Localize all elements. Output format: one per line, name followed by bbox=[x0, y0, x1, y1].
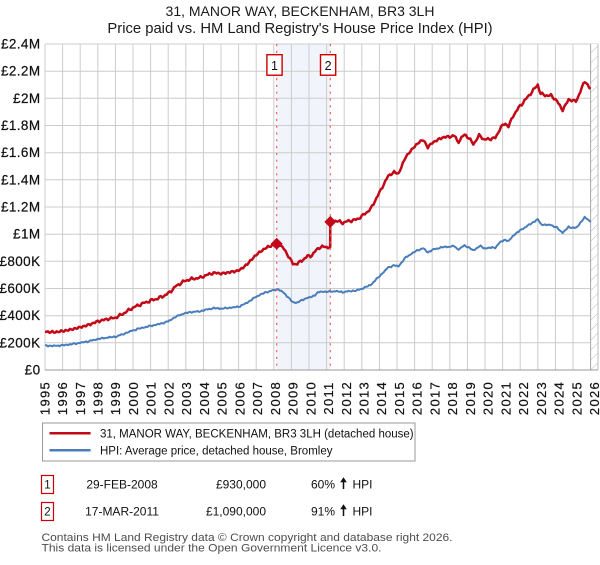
svg-text:£800K: £800K bbox=[0, 254, 41, 269]
svg-text:2017: 2017 bbox=[427, 381, 442, 415]
svg-text:1995: 1995 bbox=[37, 381, 52, 415]
svg-text:£1.6M: £1.6M bbox=[1, 145, 41, 160]
svg-text:2008: 2008 bbox=[268, 381, 283, 415]
svg-text:2001: 2001 bbox=[144, 381, 159, 415]
svg-text:HPI: HPI bbox=[353, 478, 373, 492]
svg-text:Contains HM Land Registry data: Contains HM Land Registry data © Crown c… bbox=[42, 532, 453, 544]
svg-text:£930,000: £930,000 bbox=[216, 478, 266, 492]
svg-text:2007: 2007 bbox=[250, 381, 265, 415]
svg-text:2005: 2005 bbox=[215, 381, 230, 415]
svg-text:1999: 1999 bbox=[108, 381, 123, 415]
svg-text:£2.4M: £2.4M bbox=[1, 37, 41, 52]
svg-text:2: 2 bbox=[325, 59, 332, 73]
svg-text:29-FEB-2008: 29-FEB-2008 bbox=[86, 478, 158, 492]
svg-text:2014: 2014 bbox=[374, 381, 389, 415]
svg-text:2025: 2025 bbox=[569, 381, 584, 415]
svg-text:2023: 2023 bbox=[534, 381, 549, 415]
svg-text:HPI: HPI bbox=[353, 505, 373, 519]
svg-text:£200K: £200K bbox=[0, 335, 41, 350]
svg-text:2002: 2002 bbox=[161, 381, 176, 415]
svg-text:2013: 2013 bbox=[357, 381, 372, 415]
svg-text:2003: 2003 bbox=[179, 381, 194, 415]
svg-text:2009: 2009 bbox=[286, 381, 301, 415]
svg-text:2006: 2006 bbox=[232, 381, 247, 415]
svg-text:£1.8M: £1.8M bbox=[1, 118, 41, 133]
svg-text:2011: 2011 bbox=[321, 381, 336, 414]
svg-text:This data is licensed under th: This data is licensed under the Open Gov… bbox=[42, 542, 382, 554]
svg-text:£0: £0 bbox=[25, 363, 41, 378]
svg-text:2019: 2019 bbox=[463, 381, 478, 415]
svg-text:2024: 2024 bbox=[552, 381, 567, 415]
svg-text:1: 1 bbox=[44, 480, 50, 492]
svg-text:Price paid vs. HM Land Registr: Price paid vs. HM Land Registry's House … bbox=[107, 21, 492, 37]
svg-text:2010: 2010 bbox=[303, 381, 318, 415]
svg-text:2022: 2022 bbox=[516, 381, 531, 415]
svg-text:2012: 2012 bbox=[339, 381, 354, 415]
svg-text:31, MANOR WAY, BECKENHAM, BR3: 31, MANOR WAY, BECKENHAM, BR3 3LH bbox=[166, 3, 435, 19]
svg-text:2: 2 bbox=[44, 507, 50, 519]
svg-text:2016: 2016 bbox=[410, 381, 425, 415]
svg-text:£1.4M: £1.4M bbox=[1, 172, 41, 187]
svg-text:31, MANOR WAY, BECKENHAM, BR3: 31, MANOR WAY, BECKENHAM, BR3 3LH (detac… bbox=[100, 429, 414, 441]
svg-text:17-MAR-2011: 17-MAR-2011 bbox=[85, 505, 159, 519]
svg-text:£2M: £2M bbox=[13, 91, 40, 106]
svg-text:60%: 60% bbox=[311, 478, 335, 492]
svg-text:2020: 2020 bbox=[481, 381, 496, 415]
svg-text:£400K: £400K bbox=[0, 308, 41, 323]
svg-text:£1,090,000: £1,090,000 bbox=[206, 505, 266, 519]
svg-text:2004: 2004 bbox=[197, 381, 212, 415]
svg-text:1997: 1997 bbox=[73, 381, 88, 415]
svg-text:1996: 1996 bbox=[55, 381, 70, 415]
svg-text:2015: 2015 bbox=[392, 381, 407, 415]
svg-text:£600K: £600K bbox=[0, 281, 41, 296]
svg-text:HPI: Average price, detached h: HPI: Average price, detached house, Brom… bbox=[100, 446, 333, 458]
svg-text:1998: 1998 bbox=[91, 381, 106, 415]
svg-text:£2.2M: £2.2M bbox=[1, 64, 41, 79]
svg-text:2000: 2000 bbox=[126, 381, 141, 415]
svg-text:1: 1 bbox=[271, 59, 278, 73]
svg-text:£1M: £1M bbox=[13, 227, 40, 242]
svg-text:2018: 2018 bbox=[445, 381, 460, 415]
svg-text:2026: 2026 bbox=[587, 381, 600, 415]
svg-text:£1.2M: £1.2M bbox=[1, 200, 41, 215]
svg-text:2021: 2021 bbox=[498, 381, 513, 415]
svg-text:91%: 91% bbox=[311, 505, 335, 519]
